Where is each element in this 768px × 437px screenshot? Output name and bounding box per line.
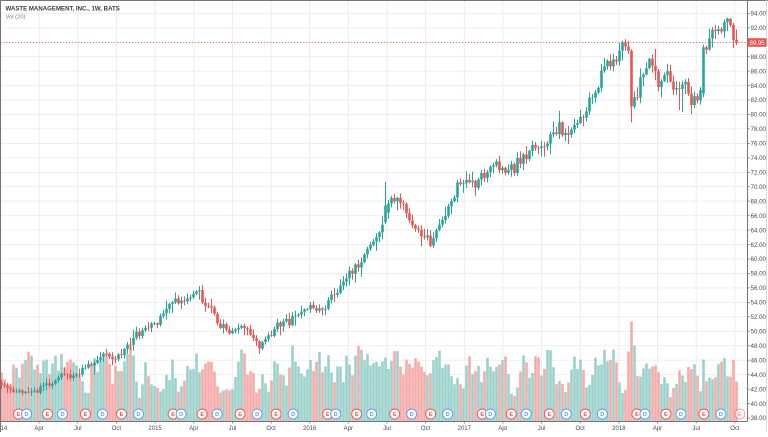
svg-text:D: D: [524, 412, 528, 418]
svg-text:D: D: [410, 412, 414, 418]
svg-text:66.00: 66.00: [751, 213, 767, 220]
svg-text:D: D: [446, 412, 450, 418]
svg-text:E: E: [480, 412, 484, 418]
svg-text:D: D: [564, 412, 568, 418]
svg-text:42.00: 42.00: [751, 386, 767, 393]
svg-text:76.00: 76.00: [751, 141, 767, 148]
svg-text:54.00: 54.00: [751, 300, 767, 307]
svg-text:D: D: [179, 412, 183, 418]
svg-text:D: D: [679, 412, 683, 418]
svg-text:50.00: 50.00: [751, 329, 767, 336]
svg-text:88.00: 88.00: [751, 54, 767, 61]
svg-text:WASTE MANAGEMENT, INC., 1W, BA: WASTE MANAGEMENT, INC., 1W, BATS: [6, 6, 120, 13]
svg-text:E: E: [509, 412, 513, 418]
svg-text:68.00: 68.00: [751, 198, 767, 205]
svg-text:D: D: [488, 412, 492, 418]
svg-text:86.00: 86.00: [751, 68, 767, 75]
svg-text:2017: 2017: [458, 426, 472, 432]
svg-text:Jul: Jul: [692, 426, 700, 432]
svg-text:D: D: [60, 412, 64, 418]
svg-text:72.00: 72.00: [751, 170, 767, 177]
svg-text:48.00: 48.00: [751, 343, 767, 350]
svg-text:Jul: Jul: [229, 426, 237, 432]
svg-text:D: D: [643, 412, 647, 418]
svg-text:E: E: [635, 412, 639, 418]
svg-text:89.95: 89.95: [749, 41, 765, 47]
svg-text:70.00: 70.00: [751, 184, 767, 191]
svg-text:Jul: Jul: [538, 426, 546, 432]
svg-text:Apr: Apr: [189, 426, 198, 432]
svg-text:60.00: 60.00: [751, 256, 767, 263]
svg-text:Apr: Apr: [498, 426, 507, 432]
svg-text:D: D: [136, 412, 140, 418]
svg-text:64.00: 64.00: [751, 227, 767, 234]
svg-text:Jul: Jul: [74, 426, 82, 432]
svg-text:D: D: [370, 412, 374, 418]
svg-text:E: E: [274, 412, 278, 418]
svg-text:58.00: 58.00: [751, 271, 767, 278]
svg-text:92.00: 92.00: [751, 25, 767, 32]
svg-text:Jul: Jul: [383, 426, 391, 432]
svg-text:40.00: 40.00: [751, 401, 767, 408]
svg-text:80.00: 80.00: [751, 112, 767, 119]
svg-text:E: E: [547, 412, 551, 418]
svg-text:E: E: [17, 412, 21, 418]
svg-text:E: E: [326, 412, 330, 418]
svg-text:Apr: Apr: [34, 426, 43, 432]
svg-text:D: D: [334, 412, 338, 418]
svg-text:Oct: Oct: [266, 426, 276, 432]
svg-text:E: E: [84, 412, 88, 418]
svg-text:E: E: [393, 412, 397, 418]
svg-text:E: E: [664, 412, 668, 418]
svg-text:2016: 2016: [303, 426, 317, 432]
svg-text:D: D: [215, 412, 219, 418]
svg-text:44.00: 44.00: [751, 372, 767, 379]
svg-text:Oct: Oct: [730, 426, 740, 432]
svg-text:38.00: 38.00: [751, 415, 767, 422]
svg-text:D: D: [24, 412, 28, 418]
svg-text:62.00: 62.00: [751, 242, 767, 249]
svg-text:56.00: 56.00: [751, 285, 767, 292]
svg-text:Apr: Apr: [653, 426, 662, 432]
svg-text:14: 14: [1, 426, 8, 432]
svg-text:E: E: [702, 412, 706, 418]
svg-text:E: E: [120, 412, 124, 418]
svg-text:2018: 2018: [612, 426, 626, 432]
svg-text:D: D: [100, 412, 104, 418]
svg-text:E: E: [355, 412, 359, 418]
svg-text:78.00: 78.00: [751, 126, 767, 133]
svg-text:74.00: 74.00: [751, 155, 767, 162]
svg-text:Oct: Oct: [112, 426, 122, 432]
svg-text:Apr: Apr: [344, 426, 353, 432]
svg-text:D: D: [291, 412, 295, 418]
svg-text:E: E: [429, 412, 433, 418]
svg-text:E: E: [738, 412, 742, 418]
svg-text:E: E: [171, 412, 175, 418]
svg-text:E: E: [46, 412, 50, 418]
svg-text:2015: 2015: [148, 426, 162, 432]
svg-text:52.00: 52.00: [751, 314, 767, 321]
svg-text:84.00: 84.00: [751, 83, 767, 90]
svg-text:E: E: [238, 412, 242, 418]
svg-text:94.00: 94.00: [751, 11, 767, 18]
svg-text:D: D: [719, 412, 723, 418]
svg-text:D: D: [255, 412, 259, 418]
svg-text:Oct: Oct: [421, 426, 431, 432]
svg-text:E: E: [583, 412, 587, 418]
svg-text:Vol (20): Vol (20): [6, 14, 26, 20]
svg-text:D: D: [600, 412, 604, 418]
svg-text:46.00: 46.00: [751, 357, 767, 364]
svg-text:E: E: [200, 412, 204, 418]
svg-text:Oct: Oct: [576, 426, 586, 432]
svg-text:82.00: 82.00: [751, 97, 767, 104]
